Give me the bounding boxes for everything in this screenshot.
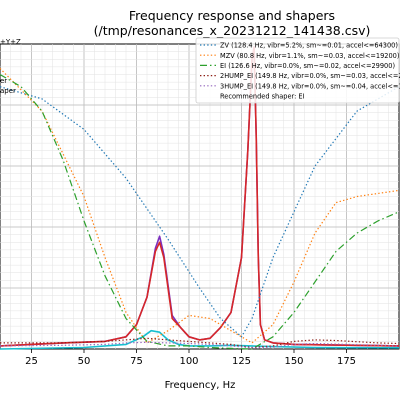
legend-entry: 3HUMP_EI (149.8 Hz, vibr=0.0%, sm~=0.04,… — [220, 82, 400, 90]
legend-entry: ZV (128.4 Hz, vibr=5.2%, sm~=0.01, accel… — [220, 42, 398, 50]
series-line-4 — [0, 67, 400, 344]
x-axis: 25 50 75 100 125 150 175 — [25, 349, 356, 367]
series-line-5 — [0, 73, 400, 350]
left-partial-labels: +Y+Z er aper — [0, 38, 21, 95]
legend-box — [195, 37, 400, 104]
chart-title: Frequency response and shapers — [129, 8, 335, 23]
x-tick-label: 50 — [78, 356, 91, 367]
x-tick-label: 125 — [232, 356, 251, 367]
series-line-6 — [0, 337, 400, 349]
legend-entry: MZV (80.8 Hz, vibr=1.1%, sm~=0.03, accel… — [220, 52, 399, 60]
left-label-xyz: +Y+Z — [0, 38, 21, 46]
x-tick-label: 100 — [179, 356, 198, 367]
x-tick-label: 150 — [284, 356, 303, 367]
x-tick-label: 175 — [337, 356, 356, 367]
chart-subtitle: (/tmp/resonances_x_20231212_141438.csv) — [94, 23, 371, 38]
legend-recommended-note: Recommended shaper: EI — [220, 93, 305, 101]
x-axis-label: Frequency, Hz — [165, 380, 236, 391]
left-label-aper: aper — [0, 87, 16, 95]
series-line-7 — [0, 341, 400, 349]
series-line-1 — [0, 46, 400, 347]
left-label-er: er — [0, 77, 7, 85]
legend-entry: 2HUMP_EI (149.8 Hz, vibr=0.0%, sm~=0.03,… — [220, 72, 400, 80]
legend: ZV (128.4 Hz, vibr=5.2%, sm~=0.01, accel… — [195, 37, 400, 104]
legend-entry: EI (126.6 Hz, vibr=0.0%, sm~=0.02, accel… — [220, 62, 395, 70]
x-tick-label: 75 — [130, 356, 143, 367]
x-tick-label: 25 — [25, 356, 38, 367]
series-group — [0, 46, 400, 350]
